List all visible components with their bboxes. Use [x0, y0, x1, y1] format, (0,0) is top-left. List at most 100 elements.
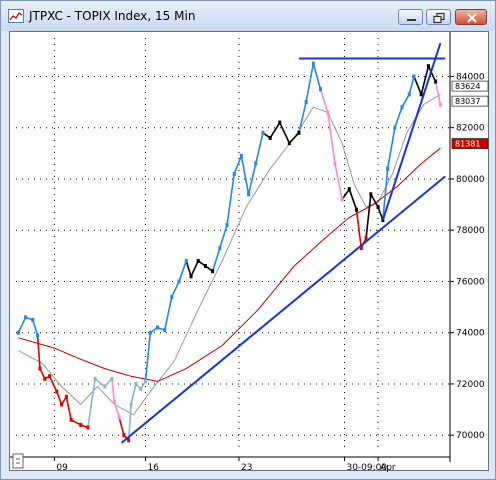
restore-button[interactable]: [426, 9, 451, 25]
price-point: [184, 258, 188, 263]
chart-canvas[interactable]: 70000 72000 74000 76000 78000 80000 82000 84000…: [10, 32, 490, 472]
price-segment: [113, 401, 120, 418]
price-segment: [305, 63, 315, 103]
price-segment: [56, 391, 63, 405]
price-segment: [94, 378, 106, 388]
price-point: [393, 125, 397, 130]
price-point: [311, 61, 315, 66]
price-label-box-0: [451, 80, 489, 92]
price-point: [278, 120, 282, 125]
price-point: [117, 415, 121, 420]
scroll-handle: [12, 453, 24, 469]
y-tick-label-1: 72000: [456, 380, 485, 390]
price-segment: [269, 122, 281, 139]
price-segment: [312, 63, 322, 90]
chart-area[interactable]: 70000 72000 74000 76000 78000 80000 82000 84000…: [9, 31, 490, 472]
price-point: [400, 105, 404, 110]
title-bar[interactable]: JTPXC - TOPIX Index, 15 Min: [1, 1, 495, 31]
price-point: [254, 161, 258, 166]
price-segment: [36, 335, 41, 369]
price-segment: [365, 194, 372, 238]
x-tick-label-4: Apr: [380, 463, 396, 472]
price-point: [347, 187, 351, 192]
price-point: [369, 192, 373, 197]
price-segment: [70, 419, 82, 426]
trend-line-1: [381, 42, 442, 221]
price-segment: [434, 81, 442, 105]
price-segment: [401, 93, 410, 108]
price-segment: [408, 76, 415, 95]
moving-average-line-0: [18, 93, 441, 416]
price-point: [261, 130, 265, 135]
price-point: [376, 205, 380, 210]
price-point: [203, 264, 207, 269]
window-title: JTPXC - TOPIX Index, 15 Min: [29, 9, 196, 23]
price-segment: [247, 163, 257, 195]
price-segment: [48, 375, 58, 392]
price-segment: [319, 89, 329, 113]
x-tick-label-0: 09: [56, 463, 68, 472]
price-segment: [382, 168, 389, 221]
price-segment: [17, 316, 27, 334]
y-tick-label-2: 74000: [456, 329, 485, 339]
price-segment: [240, 155, 250, 195]
restore-icon: [433, 12, 445, 24]
price-point: [287, 141, 291, 146]
price-segment: [413, 76, 422, 95]
price-point: [112, 399, 116, 404]
price-segment: [279, 122, 291, 144]
chart-icon: [8, 9, 24, 23]
price-segment: [427, 65, 437, 82]
y-tick-label-3: 76000: [456, 277, 485, 287]
trend-line-0: [120, 175, 446, 444]
price-point: [333, 161, 337, 166]
price-point: [407, 92, 411, 97]
price-point: [103, 384, 107, 389]
price-segment: [348, 188, 358, 210]
price-segment: [219, 224, 228, 249]
price-segment: [326, 112, 336, 164]
price-segment: [130, 383, 137, 405]
price-point: [16, 330, 20, 335]
price-segment: [288, 132, 300, 144]
price-point: [247, 192, 251, 197]
price-point: [134, 381, 138, 386]
price-point: [419, 92, 423, 97]
price-segment: [171, 281, 180, 298]
price-point: [297, 130, 301, 135]
price-point: [326, 110, 330, 115]
price-label-2: 81381: [455, 140, 480, 149]
price-segment: [377, 206, 384, 221]
price-point: [148, 330, 152, 335]
price-point: [60, 402, 64, 407]
y-tick-label-5: 80000: [456, 175, 485, 185]
price-segment: [255, 132, 264, 164]
x-tick-label-1: 16: [147, 463, 159, 472]
price-point: [364, 235, 368, 240]
price-point: [386, 166, 390, 171]
close-icon: [467, 13, 477, 23]
price-label-0: 83624: [455, 82, 480, 91]
moving-average-line-1: [18, 147, 441, 382]
price-point: [155, 325, 159, 330]
price-segment: [420, 65, 430, 95]
price-segment: [144, 332, 152, 382]
price-segment: [334, 163, 343, 200]
close-button[interactable]: [455, 9, 487, 25]
price-segment: [65, 396, 72, 420]
price-point: [426, 64, 430, 69]
price-point: [48, 374, 52, 379]
price-segment: [190, 260, 199, 277]
price-point: [55, 389, 59, 394]
price-point: [239, 153, 243, 158]
price-point: [38, 366, 42, 371]
minimize-button[interactable]: [398, 9, 423, 25]
price-point: [218, 246, 222, 251]
price-point: [438, 102, 442, 107]
price-point: [196, 258, 200, 263]
x-tick-label-2: 23: [241, 463, 252, 472]
price-segment: [163, 296, 173, 331]
price-segment: [394, 106, 403, 128]
price-point: [127, 438, 131, 443]
